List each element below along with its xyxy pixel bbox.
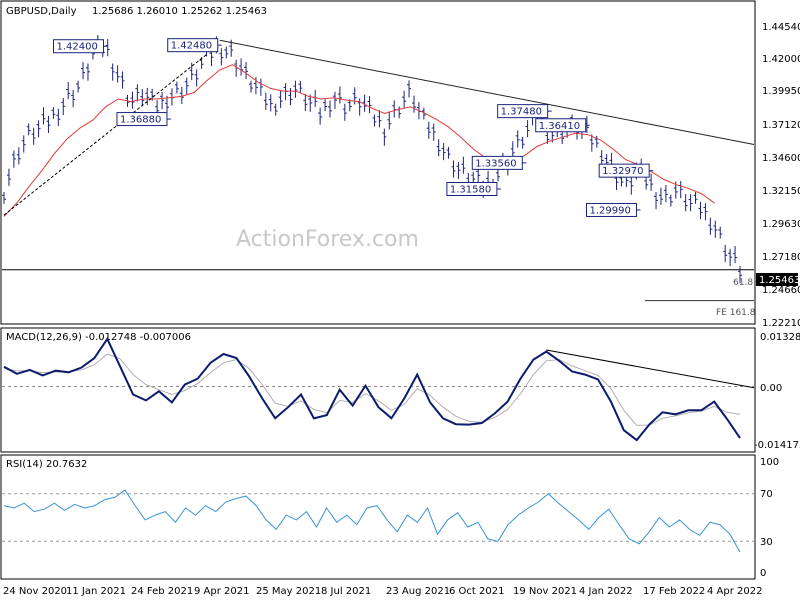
price-annotation-label: 1.32970 [602, 166, 643, 177]
price-tick: 1.42000 [762, 54, 800, 65]
current-price-box [756, 273, 798, 286]
rsi-tick: 100 [760, 457, 779, 468]
price-tick: 1.27180 [762, 252, 800, 263]
trendline [219, 39, 755, 146]
price-tick: 1.44540 [762, 22, 800, 33]
macd-tick: 0.01328 [760, 332, 800, 343]
price-tick: 1.37120 [762, 120, 800, 131]
ema-line [3, 64, 715, 217]
price-tick: 1.22210 [762, 318, 800, 329]
price-annotation-label: 1.31580 [450, 184, 491, 195]
x-tick: 11 Jan 2021 [66, 586, 126, 597]
rsi-line [3, 489, 741, 553]
price-tick: 1.24660 [762, 285, 800, 296]
ohlc-label: 1.25686 1.26010 1.25262 1.25463 [92, 6, 267, 17]
price-annotation-label: 1.29990 [589, 205, 630, 216]
x-tick: 25 May 2021 [256, 586, 321, 597]
x-tick: 6 Oct 2021 [449, 586, 504, 597]
current-price-label: 1.25463 [759, 275, 800, 286]
x-tick: 19 Nov 2021 [513, 586, 577, 597]
watermark: ActionForex.com [236, 227, 419, 252]
price-annotation-label: 1.36880 [120, 115, 161, 126]
rsi-panel-frame [0, 454, 756, 580]
price-annotation-label: 1.36410 [539, 121, 580, 132]
price-annotation-label: 1.33560 [475, 158, 516, 169]
x-axis: 24 Nov 2020 11 Jan 2021 24 Feb 2021 9 Ap… [3, 586, 762, 597]
rsi-tick: 0 [760, 568, 766, 579]
price-annotation-label: 1.42480 [171, 41, 212, 52]
x-tick: 24 Feb 2021 [131, 586, 193, 597]
rsi-y-axis: 100 70 30 0 [760, 457, 779, 579]
x-tick: 4 Apr 2022 [707, 586, 762, 597]
macd-y-axis: 0.01328 0.00 -0.014173 [754, 332, 800, 451]
price-tick: 1.34600 [762, 153, 800, 164]
x-tick: 9 Apr 2021 [194, 586, 249, 597]
macd-tick: -0.014173 [754, 440, 800, 451]
x-tick: 4 Jan 2022 [579, 586, 633, 597]
x-tick: 23 Aug 2021 [386, 586, 450, 597]
price-tick: 1.39950 [762, 86, 800, 97]
macd-tick: 0.00 [760, 383, 782, 394]
x-tick: 8 Jul 2021 [321, 586, 371, 597]
rsi-tick: 70 [760, 489, 773, 500]
price-annotation-label: 1.42400 [57, 42, 98, 53]
macd-panel-frame [0, 327, 756, 453]
rsi-tick: 30 [760, 537, 773, 548]
x-tick: 17 Feb 2022 [643, 586, 705, 597]
rsi-title: RSI(14) 20.7632 [6, 459, 87, 470]
price-y-axis: 1.44540 1.42000 1.39950 1.37120 1.34600 … [762, 22, 800, 329]
chart-marks: 1.42400 1.36880 1.42480 1.31580 1.33560 1.374… [2, 35, 755, 553]
price-tick: 1.29630 [762, 219, 800, 230]
macd-line [3, 336, 741, 442]
rising-trendline [3, 53, 208, 216]
price-annotation-label: 1.37480 [501, 107, 542, 118]
symbol-label: GBPUSD,Daily [6, 6, 77, 17]
macd-trendline [546, 349, 755, 389]
price-panel-frame [0, 0, 756, 325]
macd-title: MACD(12,26,9) -0.012748 -0.007006 [6, 332, 191, 343]
level-label-618: 61.8 [733, 278, 753, 288]
price-tick: 1.32150 [762, 186, 800, 197]
x-tick: 24 Nov 2020 [3, 586, 67, 597]
level-label-fe1618: FE 161.8 [716, 308, 756, 318]
